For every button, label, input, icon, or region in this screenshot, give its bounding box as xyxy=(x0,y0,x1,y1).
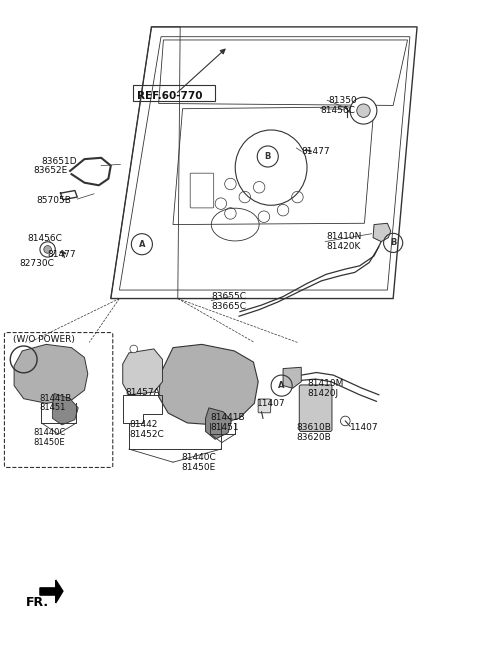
Text: 81457A: 81457A xyxy=(125,388,160,397)
Text: A: A xyxy=(139,239,145,249)
Text: 81410N: 81410N xyxy=(326,232,361,241)
Text: 81456C: 81456C xyxy=(321,106,355,115)
Text: 81440C: 81440C xyxy=(181,453,216,462)
Text: 81441B: 81441B xyxy=(39,394,71,403)
Polygon shape xyxy=(123,349,162,395)
Text: 83665C: 83665C xyxy=(211,302,246,311)
Text: 81441B: 81441B xyxy=(210,413,245,422)
Text: 81450E: 81450E xyxy=(33,438,65,447)
Text: A: A xyxy=(278,381,285,390)
Text: 81442: 81442 xyxy=(129,420,157,429)
FancyBboxPatch shape xyxy=(299,385,332,432)
Polygon shape xyxy=(283,367,301,388)
Text: 81410M: 81410M xyxy=(307,379,343,388)
Polygon shape xyxy=(52,394,78,425)
Text: 81440C: 81440C xyxy=(33,428,65,438)
Text: B: B xyxy=(264,152,271,161)
Text: 85705B: 85705B xyxy=(36,196,72,205)
Text: 81420J: 81420J xyxy=(307,389,338,398)
Polygon shape xyxy=(373,223,391,241)
Text: 81456C: 81456C xyxy=(27,234,62,243)
Text: 81452C: 81452C xyxy=(129,430,164,439)
Polygon shape xyxy=(205,408,231,440)
Polygon shape xyxy=(40,580,63,603)
Text: FR.: FR. xyxy=(25,596,48,609)
Text: 83651D: 83651D xyxy=(41,157,77,165)
Circle shape xyxy=(357,104,370,117)
Text: 83610B: 83610B xyxy=(297,423,331,432)
FancyBboxPatch shape xyxy=(258,399,271,413)
Text: 11407: 11407 xyxy=(350,423,379,432)
Text: 81350: 81350 xyxy=(328,96,357,105)
Text: REF.60-770: REF.60-770 xyxy=(137,91,203,100)
Circle shape xyxy=(350,97,377,124)
Text: 81477: 81477 xyxy=(301,147,330,155)
Circle shape xyxy=(44,245,51,253)
Text: 83652E: 83652E xyxy=(33,167,68,175)
Text: B: B xyxy=(390,238,396,247)
Text: 81450E: 81450E xyxy=(181,463,216,472)
Polygon shape xyxy=(14,344,88,403)
Text: 11407: 11407 xyxy=(257,399,286,408)
Text: 81451: 81451 xyxy=(39,403,65,413)
Circle shape xyxy=(340,416,350,426)
Circle shape xyxy=(40,242,55,257)
Polygon shape xyxy=(158,344,258,425)
Text: 81477: 81477 xyxy=(48,250,76,259)
Text: 83655C: 83655C xyxy=(211,292,246,301)
Text: 82730C: 82730C xyxy=(20,259,55,268)
Text: 81451: 81451 xyxy=(210,423,239,432)
Circle shape xyxy=(130,345,138,353)
Text: 83620B: 83620B xyxy=(297,433,331,442)
Text: 81420K: 81420K xyxy=(326,241,360,251)
Text: (W/O POWER): (W/O POWER) xyxy=(12,335,74,344)
